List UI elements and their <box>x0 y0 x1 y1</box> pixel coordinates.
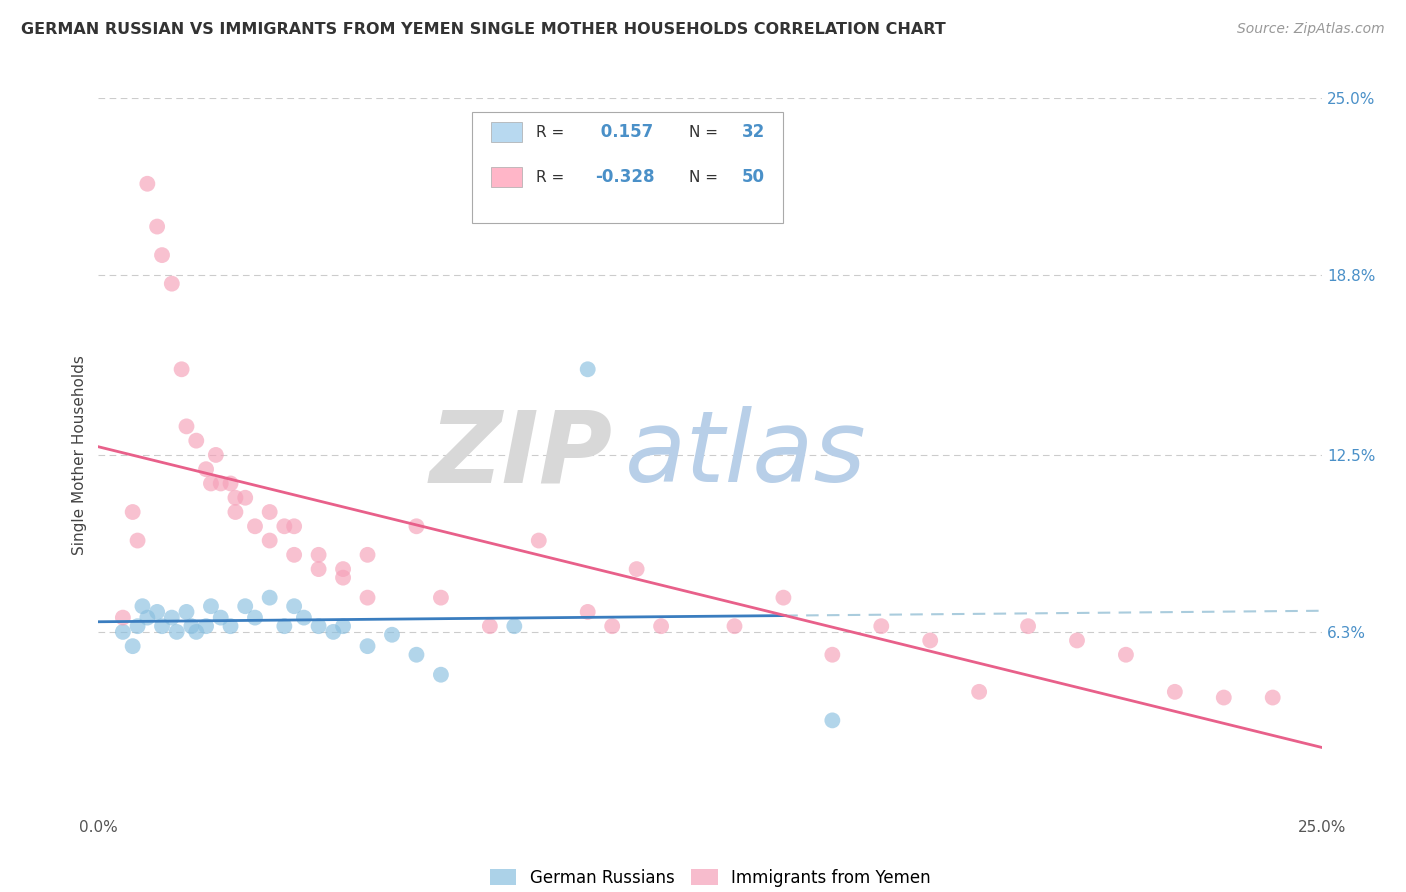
Point <box>600 619 623 633</box>
Y-axis label: Single Mother Households: Single Mother Households <box>72 355 87 555</box>
Point <box>332 619 354 633</box>
Point <box>626 562 648 576</box>
Text: N =: N = <box>689 169 718 185</box>
Point <box>723 619 745 633</box>
Point <box>273 619 295 633</box>
Point <box>821 648 844 662</box>
Point <box>111 624 134 639</box>
Point <box>146 219 169 234</box>
Point <box>478 619 501 633</box>
Point <box>381 628 404 642</box>
Point <box>576 362 599 376</box>
Point <box>121 639 143 653</box>
Point <box>576 605 599 619</box>
Text: Source: ZipAtlas.com: Source: ZipAtlas.com <box>1237 22 1385 37</box>
Point <box>224 505 246 519</box>
Point <box>322 624 344 639</box>
Point <box>283 599 305 614</box>
Point <box>430 591 453 605</box>
Point <box>186 624 208 639</box>
FancyBboxPatch shape <box>491 122 522 143</box>
Text: N =: N = <box>689 125 718 140</box>
Point <box>259 591 281 605</box>
Point <box>1017 619 1039 633</box>
Point <box>219 619 242 633</box>
Point <box>224 491 246 505</box>
Point <box>308 548 330 562</box>
Point <box>332 571 354 585</box>
Point <box>127 533 149 548</box>
Point <box>259 505 281 519</box>
Point <box>233 491 256 505</box>
Point <box>146 605 169 619</box>
Point <box>186 434 208 448</box>
Point <box>259 533 281 548</box>
Point <box>233 599 256 614</box>
Point <box>273 519 295 533</box>
Point <box>170 362 193 376</box>
Point <box>195 462 218 476</box>
Point <box>150 619 173 633</box>
Point <box>1212 690 1234 705</box>
Point <box>131 599 153 614</box>
Point <box>1261 690 1284 705</box>
Point <box>772 591 794 605</box>
Point <box>332 562 354 576</box>
Point <box>209 476 232 491</box>
Text: R =: R = <box>536 169 565 185</box>
Point <box>430 667 453 681</box>
Text: GERMAN RUSSIAN VS IMMIGRANTS FROM YEMEN SINGLE MOTHER HOUSEHOLDS CORRELATION CHA: GERMAN RUSSIAN VS IMMIGRANTS FROM YEMEN … <box>21 22 946 37</box>
Text: ZIP: ZIP <box>429 407 612 503</box>
Point <box>160 277 183 291</box>
Text: 50: 50 <box>742 169 765 186</box>
Point <box>150 248 173 262</box>
Point <box>292 610 315 624</box>
Point <box>180 619 202 633</box>
Point <box>283 548 305 562</box>
FancyBboxPatch shape <box>491 168 522 187</box>
Point <box>405 519 427 533</box>
Point <box>405 648 427 662</box>
Point <box>243 519 266 533</box>
Point <box>200 599 222 614</box>
Point <box>308 562 330 576</box>
Text: 32: 32 <box>742 123 765 141</box>
Point <box>136 610 159 624</box>
Point <box>166 624 188 639</box>
Point <box>195 619 218 633</box>
Legend: German Russians, Immigrants from Yemen: German Russians, Immigrants from Yemen <box>482 863 938 892</box>
Point <box>967 685 990 699</box>
Point <box>111 610 134 624</box>
Point <box>503 619 526 633</box>
Point <box>650 619 672 633</box>
Point <box>1164 685 1187 699</box>
Point <box>870 619 893 633</box>
Text: -0.328: -0.328 <box>595 169 655 186</box>
Point <box>205 448 228 462</box>
Point <box>356 639 378 653</box>
Point <box>209 610 232 624</box>
Point <box>821 714 844 728</box>
Point <box>283 519 305 533</box>
Point <box>356 548 378 562</box>
Point <box>356 591 378 605</box>
Point <box>527 533 550 548</box>
Point <box>176 605 198 619</box>
Point <box>127 619 149 633</box>
Text: 0.157: 0.157 <box>595 123 654 141</box>
FancyBboxPatch shape <box>471 112 783 223</box>
Point <box>219 476 242 491</box>
Point <box>308 619 330 633</box>
Point <box>1066 633 1088 648</box>
Point <box>243 610 266 624</box>
Point <box>121 505 143 519</box>
Point <box>1115 648 1137 662</box>
Text: R =: R = <box>536 125 565 140</box>
Point <box>920 633 942 648</box>
Text: atlas: atlas <box>624 407 866 503</box>
Point <box>136 177 159 191</box>
Point <box>176 419 198 434</box>
Point <box>200 476 222 491</box>
Point <box>160 610 183 624</box>
